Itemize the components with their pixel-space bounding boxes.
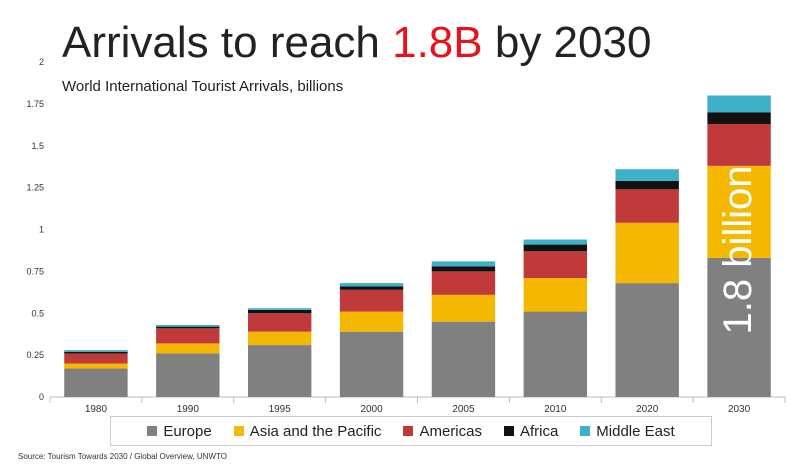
bar-segment bbox=[615, 283, 679, 397]
y-tick-label: 1 bbox=[39, 225, 44, 235]
y-tick-label: 0 bbox=[39, 392, 44, 402]
x-tick-label: 1980 bbox=[85, 404, 108, 415]
y-tick-label: 0.25 bbox=[26, 350, 44, 360]
bar-segment bbox=[615, 222, 679, 284]
x-tick-label: 1995 bbox=[269, 404, 292, 415]
bar-segment bbox=[64, 363, 128, 369]
bar-segment bbox=[64, 368, 128, 397]
legend-swatch-africa bbox=[503, 426, 514, 436]
legend-item-middle-east: Middle East bbox=[580, 422, 675, 440]
legend-swatch-europe bbox=[147, 426, 158, 436]
bar-segment bbox=[523, 251, 588, 279]
bar-segment bbox=[707, 165, 771, 258]
bar-segment bbox=[156, 353, 220, 397]
legend-swatch-americas bbox=[403, 426, 414, 436]
bar-segment bbox=[523, 244, 588, 252]
chart-subtitle: World International Tourist Arrivals, bi… bbox=[62, 78, 344, 95]
bar-segment bbox=[247, 309, 312, 314]
bar-segment bbox=[707, 123, 771, 166]
bar-segment bbox=[339, 283, 404, 287]
bar-segment bbox=[523, 278, 588, 312]
x-tick-label: 2000 bbox=[360, 404, 383, 415]
chart-title-start: Arrivals to reach bbox=[62, 18, 393, 67]
bar-segment bbox=[339, 331, 404, 397]
bar-segment bbox=[247, 313, 312, 332]
legend-label-africa: Africa bbox=[519, 422, 559, 440]
x-tick-label: 2010 bbox=[544, 404, 567, 415]
x-tick-label: 1990 bbox=[177, 404, 200, 415]
legend-swatch-asia-pacific bbox=[233, 426, 244, 436]
bar-segment bbox=[339, 311, 404, 332]
legend-label-asia-pacific: Asia and the Pacific bbox=[249, 422, 382, 440]
bar-annotation: 1.8 billion bbox=[716, 165, 760, 334]
y-tick-label: 1.25 bbox=[26, 183, 44, 193]
x-tick-label: 2030 bbox=[728, 404, 751, 415]
y-tick-label: 2 bbox=[39, 57, 44, 67]
bar-segment bbox=[431, 266, 496, 272]
bar-segment bbox=[247, 308, 312, 310]
bar-segment bbox=[156, 326, 220, 329]
bar-segment bbox=[156, 324, 220, 327]
chart-legend: Europe Asia and the Pacific Americas Afr… bbox=[110, 416, 712, 446]
bar-segment bbox=[615, 180, 679, 190]
chart-title: Arrivals to reach 1.8B by 2030 bbox=[62, 18, 651, 68]
chart-title-highlight: 1.8B bbox=[392, 18, 483, 67]
bar-segment bbox=[64, 353, 128, 364]
legend-item-europe: Europe bbox=[147, 422, 212, 440]
y-tick-label: 1.5 bbox=[31, 141, 44, 151]
bar-segment bbox=[431, 261, 496, 267]
bar-segment bbox=[523, 239, 588, 245]
bar-segment bbox=[156, 328, 220, 344]
bar-segment bbox=[247, 345, 312, 397]
legend-swatch-middle-east bbox=[580, 426, 591, 436]
bar-segment bbox=[707, 95, 771, 113]
legend-label-americas: Americas bbox=[419, 422, 482, 440]
y-tick-label: 0.75 bbox=[26, 266, 44, 276]
y-tick-label: 0.5 bbox=[31, 308, 44, 318]
chart-title-end: by 2030 bbox=[482, 18, 652, 67]
bar-segment bbox=[615, 169, 679, 181]
bar-segment bbox=[339, 289, 404, 312]
bar-segment bbox=[431, 321, 496, 397]
bar-segment bbox=[707, 112, 771, 124]
bar-segment bbox=[247, 331, 312, 346]
x-tick-label: 2005 bbox=[452, 404, 475, 415]
bar-segment bbox=[431, 271, 496, 295]
stacked-bar-chart: 0 0.25 0.5 0.75 1 1.25 1.5 1.75 2 1980 1990 1995 200… bbox=[26, 57, 786, 415]
bar-segment bbox=[64, 350, 128, 352]
bar-segment bbox=[707, 257, 771, 397]
legend-item-americas: Americas bbox=[403, 423, 482, 440]
bar-segment bbox=[64, 351, 128, 354]
legend-label-europe: Europe bbox=[163, 422, 212, 440]
bar-segment bbox=[431, 294, 496, 322]
legend-item-asia-pacific: Asia and the Pacific bbox=[233, 422, 382, 440]
bar-segment bbox=[615, 189, 679, 223]
bar-segment bbox=[523, 311, 588, 397]
x-tick-label: 2020 bbox=[636, 404, 659, 415]
bar-segment bbox=[339, 286, 404, 290]
source-note: Source: Tourism Towards 2030 / Global Ov… bbox=[18, 452, 227, 461]
legend-item-africa: Africa bbox=[503, 422, 559, 440]
legend-label-middle-east: Middle East bbox=[596, 422, 675, 440]
y-tick-label: 1.75 bbox=[26, 99, 44, 109]
bar-segment bbox=[156, 343, 220, 354]
